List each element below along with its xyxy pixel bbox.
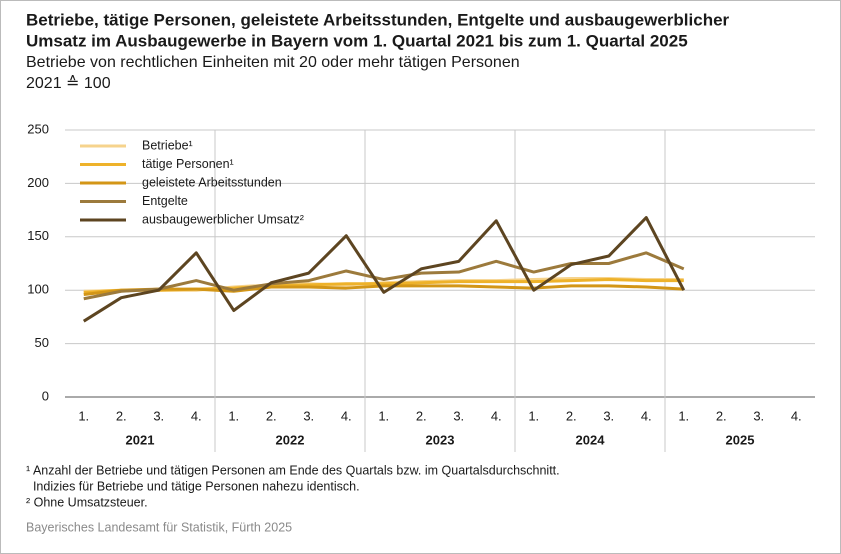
year-label: 2022 xyxy=(276,432,305,447)
chart-title: Betriebe, tätige Personen, geleistete Ar… xyxy=(26,10,730,29)
y-tick-label: 250 xyxy=(27,121,49,136)
x-tick-label: 3. xyxy=(603,408,614,423)
x-tick-label: 4. xyxy=(341,408,352,423)
source: Bayerisches Landesamt für Statistik, Für… xyxy=(26,520,292,534)
legend-label: geleistete Arbeitsstunden xyxy=(142,175,282,189)
chart-title: Umsatz im Ausbaugewerbe in Bayern vom 1.… xyxy=(26,31,688,50)
x-tick-label: 4. xyxy=(491,408,502,423)
footnote: ¹ Anzahl der Betriebe und tätigen Person… xyxy=(26,463,560,477)
year-label: 2025 xyxy=(726,432,755,447)
x-tick-label: 4. xyxy=(791,408,802,423)
line-series xyxy=(83,284,684,296)
y-tick-label: 200 xyxy=(27,175,49,190)
x-tick-label: 4. xyxy=(191,408,202,423)
x-tick-label: 2. xyxy=(566,408,577,423)
x-tick-label: 1. xyxy=(528,408,539,423)
legend-label: ausbaugewerblicher Umsatz² xyxy=(142,212,304,226)
x-tick-label: 1. xyxy=(378,408,389,423)
x-tick-label: 1. xyxy=(228,408,239,423)
y-tick-label: 0 xyxy=(42,388,49,403)
year-label: 2023 xyxy=(426,432,455,447)
x-tick-label: 2. xyxy=(116,408,127,423)
base-note: 2021 ≙ 100 xyxy=(26,75,111,92)
x-tick-label: 3. xyxy=(153,408,164,423)
y-tick-label: 100 xyxy=(27,282,49,297)
legend-label: Betriebe¹ xyxy=(142,138,193,152)
y-tick-label: 150 xyxy=(27,228,49,243)
year-label: 2024 xyxy=(576,432,606,447)
footnote: Indizies für Betriebe und tätige Persone… xyxy=(26,479,360,493)
line-series xyxy=(82,216,686,323)
line-series xyxy=(83,251,685,301)
y-tick-label: 50 xyxy=(35,335,49,350)
footnote: ² Ohne Umsatzsteuer. xyxy=(26,495,148,509)
subtitle: Betriebe von rechtlichen Einheiten mit 2… xyxy=(26,54,520,71)
x-tick-label: 2. xyxy=(416,408,427,423)
x-tick-label: 1. xyxy=(678,408,689,423)
year-label: 2021 xyxy=(126,432,155,447)
x-tick-label: 2. xyxy=(716,408,727,423)
legend-label: Entgelte xyxy=(142,194,188,208)
legend-label: tätige Personen¹ xyxy=(142,157,234,171)
x-tick-label: 1. xyxy=(78,408,89,423)
x-tick-label: 2. xyxy=(266,408,277,423)
x-tick-label: 3. xyxy=(303,408,314,423)
x-tick-label: 3. xyxy=(453,408,464,423)
x-tick-label: 3. xyxy=(753,408,764,423)
x-tick-label: 4. xyxy=(641,408,652,423)
